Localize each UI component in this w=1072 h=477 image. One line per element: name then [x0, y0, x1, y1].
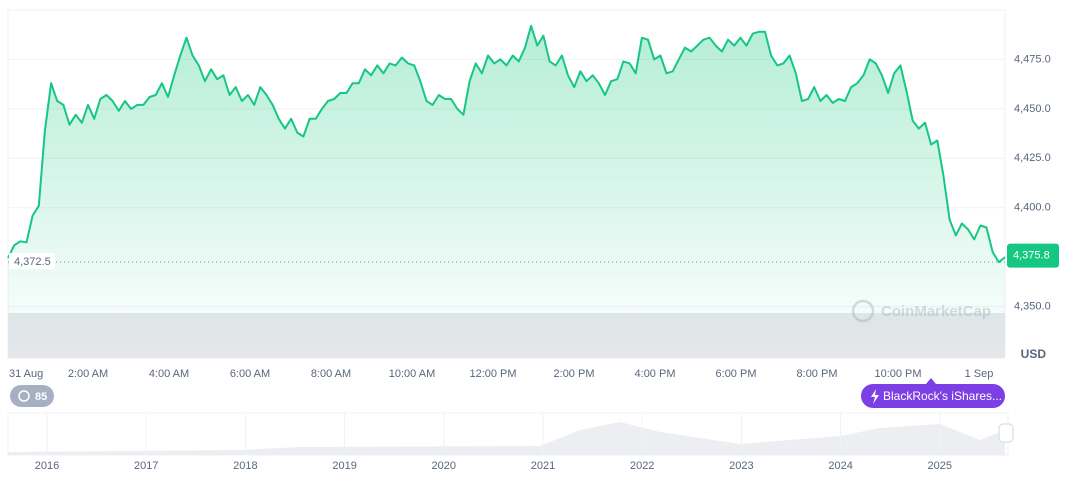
x-tick-label: 6:00 PM	[716, 368, 757, 380]
x-tick-label: 4:00 AM	[149, 368, 189, 380]
event-text: BlackRock's iShares...	[883, 389, 1002, 403]
x-tick-label: 6:00 AM	[230, 368, 270, 380]
y-tick-label: 4,350.0	[1014, 300, 1051, 312]
y-tick-label: 4,400.0	[1014, 202, 1051, 214]
y-tick-label: 4,425.0	[1014, 152, 1051, 164]
navigator-year: 2022	[630, 460, 654, 472]
navigator-year: 2023	[729, 460, 753, 472]
x-tick-label: 1 Sep	[965, 368, 994, 380]
navigator-handle[interactable]	[998, 423, 1014, 443]
badge[interactable]: 85	[10, 385, 54, 407]
navigator-year: 2018	[233, 460, 257, 472]
navigator-year: 2017	[134, 460, 158, 472]
navigator-year: 2016	[35, 460, 59, 472]
currency: USD	[1021, 347, 1047, 361]
navigator-year: 2020	[432, 460, 456, 472]
watermark-text: CoinMarketCap	[881, 303, 991, 320]
navigator-area	[8, 422, 1005, 455]
y-tick-label: 4,450.0	[1014, 103, 1051, 115]
last-price-box	[1007, 243, 1059, 268]
badge-text: 85	[35, 391, 47, 403]
event-pill[interactable]: BlackRock's iShares...	[861, 378, 1005, 408]
x-tick-label: 10:00 AM	[389, 368, 435, 380]
navigator-year: 2025	[928, 460, 952, 472]
x-tick-label: 4:00 PM	[635, 368, 676, 380]
reference-label-bg	[9, 253, 55, 270]
area	[8, 25, 1005, 359]
price-line	[7, 24, 1006, 264]
navigator-year: 2019	[332, 460, 356, 472]
last-price-label: 4,375.8	[1013, 249, 1050, 261]
navigator-year: 2024	[828, 460, 852, 472]
x-tick-label: 2:00 AM	[68, 368, 108, 380]
watermark: CoinMarketCap	[851, 299, 991, 323]
x-tick-label: 8:00 PM	[797, 368, 838, 380]
x-tick-label: 31 Aug	[9, 368, 43, 380]
reference-label: 4,372.5	[14, 256, 51, 268]
x-tick-label: 10:00 PM	[874, 368, 921, 380]
x-tick-label: 12:00 PM	[469, 368, 516, 380]
x-tick-label: 2:00 PM	[554, 368, 595, 380]
navigator-year: 2021	[531, 460, 555, 472]
y-tick-label: 4,475.0	[1014, 53, 1051, 65]
x-tick-label: 8:00 AM	[311, 368, 351, 380]
